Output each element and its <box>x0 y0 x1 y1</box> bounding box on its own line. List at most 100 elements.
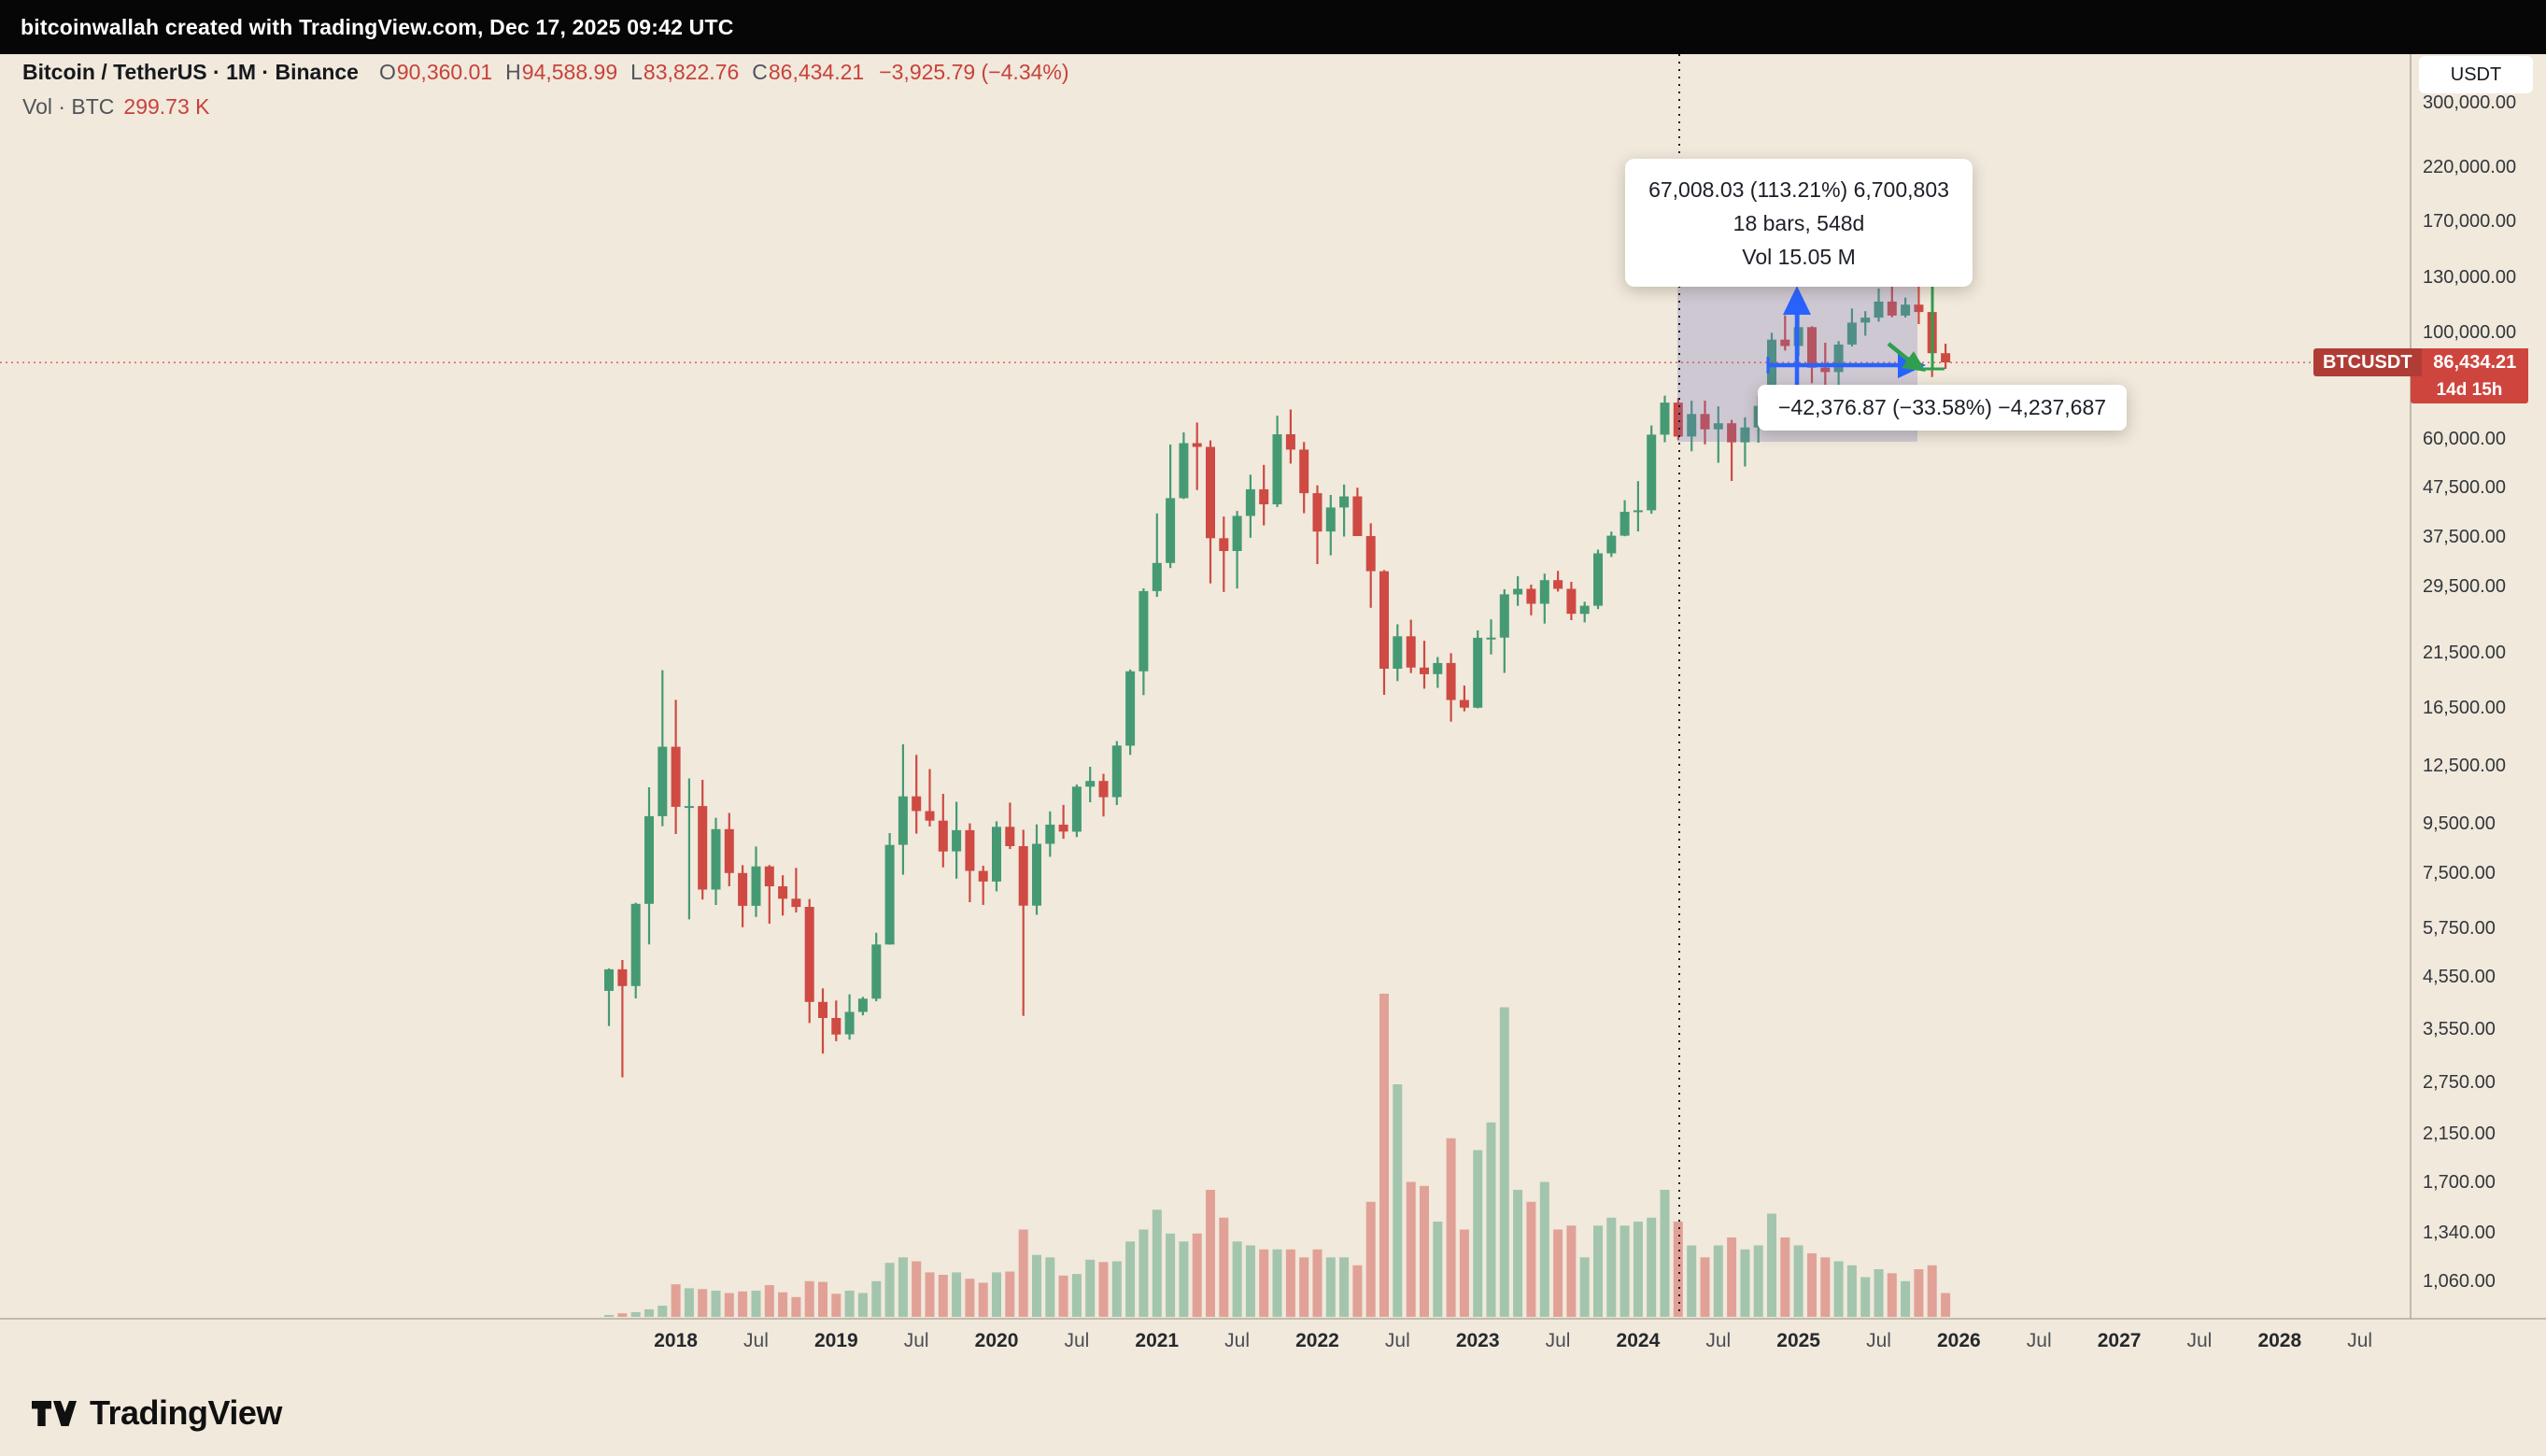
last-price-row: BTCUSDT 86,434.21 <box>2313 348 2528 377</box>
volume-bar <box>1446 1138 1456 1318</box>
candle-wick <box>1490 619 1492 655</box>
volume-bar <box>992 1272 1001 1317</box>
volume-bar <box>724 1293 734 1317</box>
volume-bar <box>1420 1185 1429 1318</box>
volume-bar <box>1166 1233 1176 1318</box>
volume-bar <box>1606 1217 1617 1318</box>
time-axis-label: Jul <box>1866 1330 1891 1351</box>
candle-body <box>1259 488 1269 504</box>
candle-body <box>1032 843 1041 906</box>
candle-wick <box>1917 283 1920 324</box>
candle-wick <box>687 778 690 920</box>
volume-bar <box>1058 1275 1068 1317</box>
green-arrow-drawing[interactable] <box>1887 342 1911 362</box>
volume-row: Vol · BTC 299.73 K <box>22 94 1069 120</box>
volume-bar <box>1285 1249 1295 1318</box>
price-axis-label: 47,500.00 <box>2423 476 2506 498</box>
time-axis-label: Jul <box>1064 1330 1090 1351</box>
candle-wick <box>982 866 984 905</box>
volume-bar <box>1700 1257 1710 1318</box>
candle-body <box>1767 339 1776 406</box>
time-axis-label: 2022 <box>1295 1330 1339 1351</box>
volume-bar <box>644 1308 654 1317</box>
price-axis-label: 2,750.00 <box>2423 1071 2496 1093</box>
symbol-ohlc-row: Bitcoin / TetherUS · 1M · Binance O90,36… <box>22 60 1069 85</box>
price-axis-label: 130,000.00 <box>2423 266 2517 288</box>
candle-wick <box>1864 311 1867 336</box>
candle-body <box>1620 512 1630 536</box>
candle-body <box>724 828 734 873</box>
volume-bar <box>925 1272 935 1317</box>
candle-body <box>711 828 721 890</box>
price-axis-label: 29,500.00 <box>2423 576 2506 598</box>
time-axis[interactable]: 2018 Jul 2019 Jul 2020 Jul 2021 Jul 2022 Jul 2023 J… <box>0 1319 2546 1367</box>
candle-body <box>1833 344 1844 373</box>
volume-bar <box>1259 1249 1269 1318</box>
price-axis-label: 3,550.00 <box>2423 1018 2496 1039</box>
currency-toggle-button[interactable]: USDT <box>2419 56 2533 93</box>
candle-body <box>604 968 614 991</box>
candle-body <box>1179 443 1189 499</box>
ohlc-label: L <box>630 60 643 84</box>
green-arrow-head[interactable] <box>1902 351 1926 372</box>
candle-body <box>898 796 908 845</box>
candle-body <box>1740 427 1750 443</box>
time-axis-label: 2019 <box>813 1330 858 1351</box>
candle-wick <box>1223 516 1225 592</box>
candle-body <box>684 806 694 809</box>
candle-body <box>1660 403 1670 435</box>
time-axis-label: 2021 <box>1135 1330 1180 1351</box>
candle-body <box>1486 637 1496 640</box>
candle-body <box>1820 367 1831 373</box>
volume-value: 299.73 K <box>123 94 210 119</box>
price-axis[interactable]: USDT 300,000.00 220,000.00 170,000.00 130,0… <box>2411 54 2546 1456</box>
volume-bar <box>1459 1229 1469 1317</box>
ohlc-value: 90,360.01 <box>396 60 493 84</box>
volume-bar <box>1833 1261 1844 1317</box>
candle-body <box>1085 781 1096 787</box>
candle-body <box>1393 636 1403 669</box>
volume-bar <box>630 1311 641 1317</box>
volume-indicator-label[interactable]: Vol · BTC <box>22 94 115 119</box>
volume-bar <box>1566 1225 1577 1318</box>
symbol-title[interactable]: Bitcoin / TetherUS · 1M · Binance <box>22 60 359 84</box>
candle-body <box>1365 536 1376 572</box>
volume-bar <box>912 1261 922 1317</box>
candle-body <box>1553 580 1563 589</box>
volume-bar <box>1647 1217 1657 1318</box>
volume-bar <box>898 1257 908 1318</box>
time-axis-label: Jul <box>1224 1330 1251 1351</box>
volume-bar <box>1272 1249 1282 1318</box>
candle-wick <box>1636 481 1639 531</box>
candle-wick <box>1717 406 1719 463</box>
ohlc-label: C <box>752 60 768 84</box>
time-axis-label: Jul <box>1545 1330 1571 1351</box>
volume-bar <box>1192 1233 1202 1318</box>
candle-body <box>791 898 801 908</box>
volume-bar <box>1032 1254 1041 1317</box>
up-arrow-head[interactable] <box>1783 286 1811 315</box>
time-axis-label: Jul <box>903 1330 929 1351</box>
candle-body <box>751 866 761 906</box>
candle-body <box>617 968 628 986</box>
volume-bar <box>1152 1209 1162 1318</box>
candle-body <box>764 866 774 886</box>
ohlc-label: O <box>378 60 396 84</box>
volume-bar <box>1793 1245 1803 1317</box>
volume-bar <box>1085 1259 1096 1317</box>
candle-body <box>1647 434 1657 511</box>
time-axis-label: Jul <box>2347 1330 2373 1351</box>
volume-bar <box>1325 1257 1336 1318</box>
price-axis-label: 37,500.00 <box>2423 526 2506 547</box>
price-tag-symbol: BTCUSDT <box>2313 348 2422 377</box>
tradingview-logo[interactable]: TradingView <box>32 1393 282 1433</box>
volume-bar <box>952 1272 962 1317</box>
volume-bar <box>1740 1249 1750 1318</box>
candle-body <box>804 907 814 1002</box>
time-axis-label: 2028 <box>2257 1330 2302 1351</box>
volume-bar <box>1339 1257 1350 1318</box>
candle-wick <box>795 868 798 912</box>
volume-bar <box>1111 1261 1122 1317</box>
